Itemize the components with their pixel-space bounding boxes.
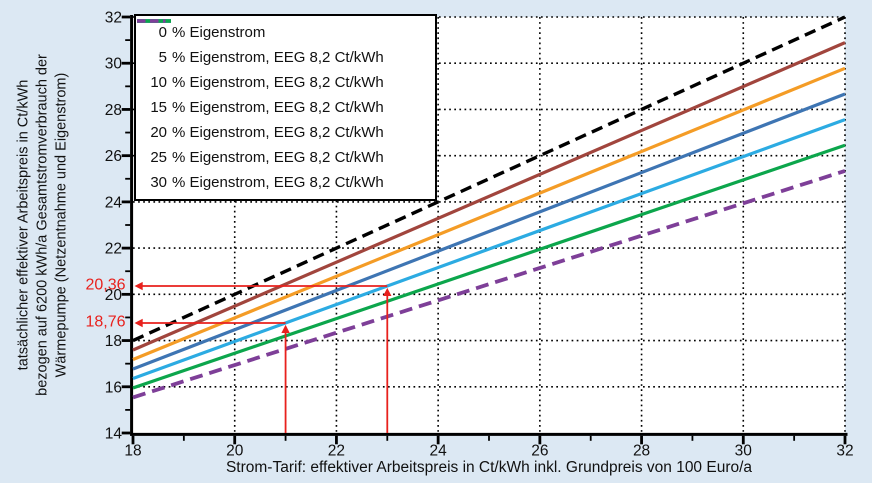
legend-item-label: % Eigenstrom, EEG 8,2 Ct/kWh	[172, 124, 384, 141]
legend-item-label: % Eigenstrom, EEG 8,2 Ct/kWh	[172, 99, 384, 116]
legend-item-percent: 25	[150, 149, 167, 166]
y-tick-label: 32	[105, 10, 122, 27]
y-tick-label: 14	[105, 426, 123, 443]
legend-item: 5 % Eigenstrom, EEG 8,2 Ct/kWh	[137, 19, 431, 66]
x-tick-label: 28	[633, 443, 650, 460]
legend-item-percent: 30	[150, 174, 167, 191]
legend-item: 15 % Eigenstrom, EEG 8,2 Ct/kWh	[137, 19, 431, 116]
legend-item-percent: 15	[150, 99, 167, 116]
legend-item-percent: 20	[150, 124, 167, 141]
legend-item-percent: 5	[158, 49, 167, 66]
annotation-arrowhead-left	[134, 318, 143, 328]
legend-item-label: % Eigenstrom, EEG 8,2 Ct/kWh	[172, 174, 384, 191]
y-tick-label: 22	[105, 241, 122, 258]
y-axis-title: tatsächlicher effektiver Arbeitspreis in…	[15, 54, 72, 396]
series-line-30pct	[132, 169, 846, 400]
y-tick-label: 26	[105, 148, 122, 165]
legend-item-label: % Eigenstrom	[172, 24, 266, 41]
x-tick-label: 18	[124, 443, 141, 460]
y-tick-label: 28	[105, 102, 122, 119]
legend-item: 30 % Eigenstrom, EEG 8,2 Ct/kWh	[137, 19, 431, 191]
y-tick-label: 18	[105, 333, 122, 350]
y-tick-label: 30	[105, 56, 123, 73]
y-tick-label: 16	[105, 379, 122, 396]
series-line-25pct	[132, 143, 846, 390]
annotation-arrowhead-left	[134, 281, 143, 291]
series-line-20pct	[132, 118, 846, 380]
legend-item: 0 % Eigenstrom	[137, 19, 431, 41]
series-line-10pct	[132, 66, 846, 361]
y-tick-label: 24	[105, 194, 123, 211]
x-tick-label: 32	[836, 443, 853, 460]
legend-item: 10 % Eigenstrom, EEG 8,2 Ct/kWh	[137, 19, 431, 91]
y-axis-title-line-3: Wärmepumpe (Netzentnahme und Eigenstrom)	[53, 72, 70, 378]
legend-item-percent: 10	[150, 74, 167, 91]
legend-item-label: % Eigenstrom, EEG 8,2 Ct/kWh	[172, 74, 384, 91]
annotation-arrowhead-up	[383, 287, 392, 297]
legend-line-swatch-icon	[137, 19, 171, 23]
legend-item: 25 % Eigenstrom, EEG 8,2 Ct/kWh	[137, 19, 431, 166]
x-axis-title: Strom-Tarif: effektiver Arbeitspreis in …	[225, 459, 753, 476]
legend-item-label: % Eigenstrom, EEG 8,2 Ct/kWh	[172, 49, 384, 66]
y-tick-label: 20	[105, 287, 123, 304]
annotation-label: 20,36	[85, 277, 125, 294]
annotation-arrowhead-up	[281, 324, 290, 333]
y-axis-title-line-1: tatsächlicher effektiver Arbeitspreis in…	[15, 79, 32, 371]
x-tick-label: 24	[430, 443, 448, 460]
legend-item-label: % Eigenstrom, EEG 8,2 Ct/kWh	[172, 149, 384, 166]
x-tick-label: 30	[735, 443, 753, 460]
legend: 0 % Eigenstrom 5 % Eigenstrom, EEG 8,2 Ct/k…	[134, 14, 437, 201]
x-tick-label: 22	[328, 443, 345, 460]
legend-item: 20 % Eigenstrom, EEG 8,2 Ct/kWh	[137, 19, 431, 141]
legend-item-percent: 0	[158, 24, 167, 41]
x-tick-label: 26	[531, 443, 548, 460]
annotation-label: 18,76	[85, 313, 125, 330]
x-tick-label: 20	[226, 443, 244, 460]
series-line-5pct	[132, 41, 846, 352]
y-axis-title-line-2: bezogen auf 6200 kWh/a Gesamtstromverbra…	[34, 54, 51, 396]
